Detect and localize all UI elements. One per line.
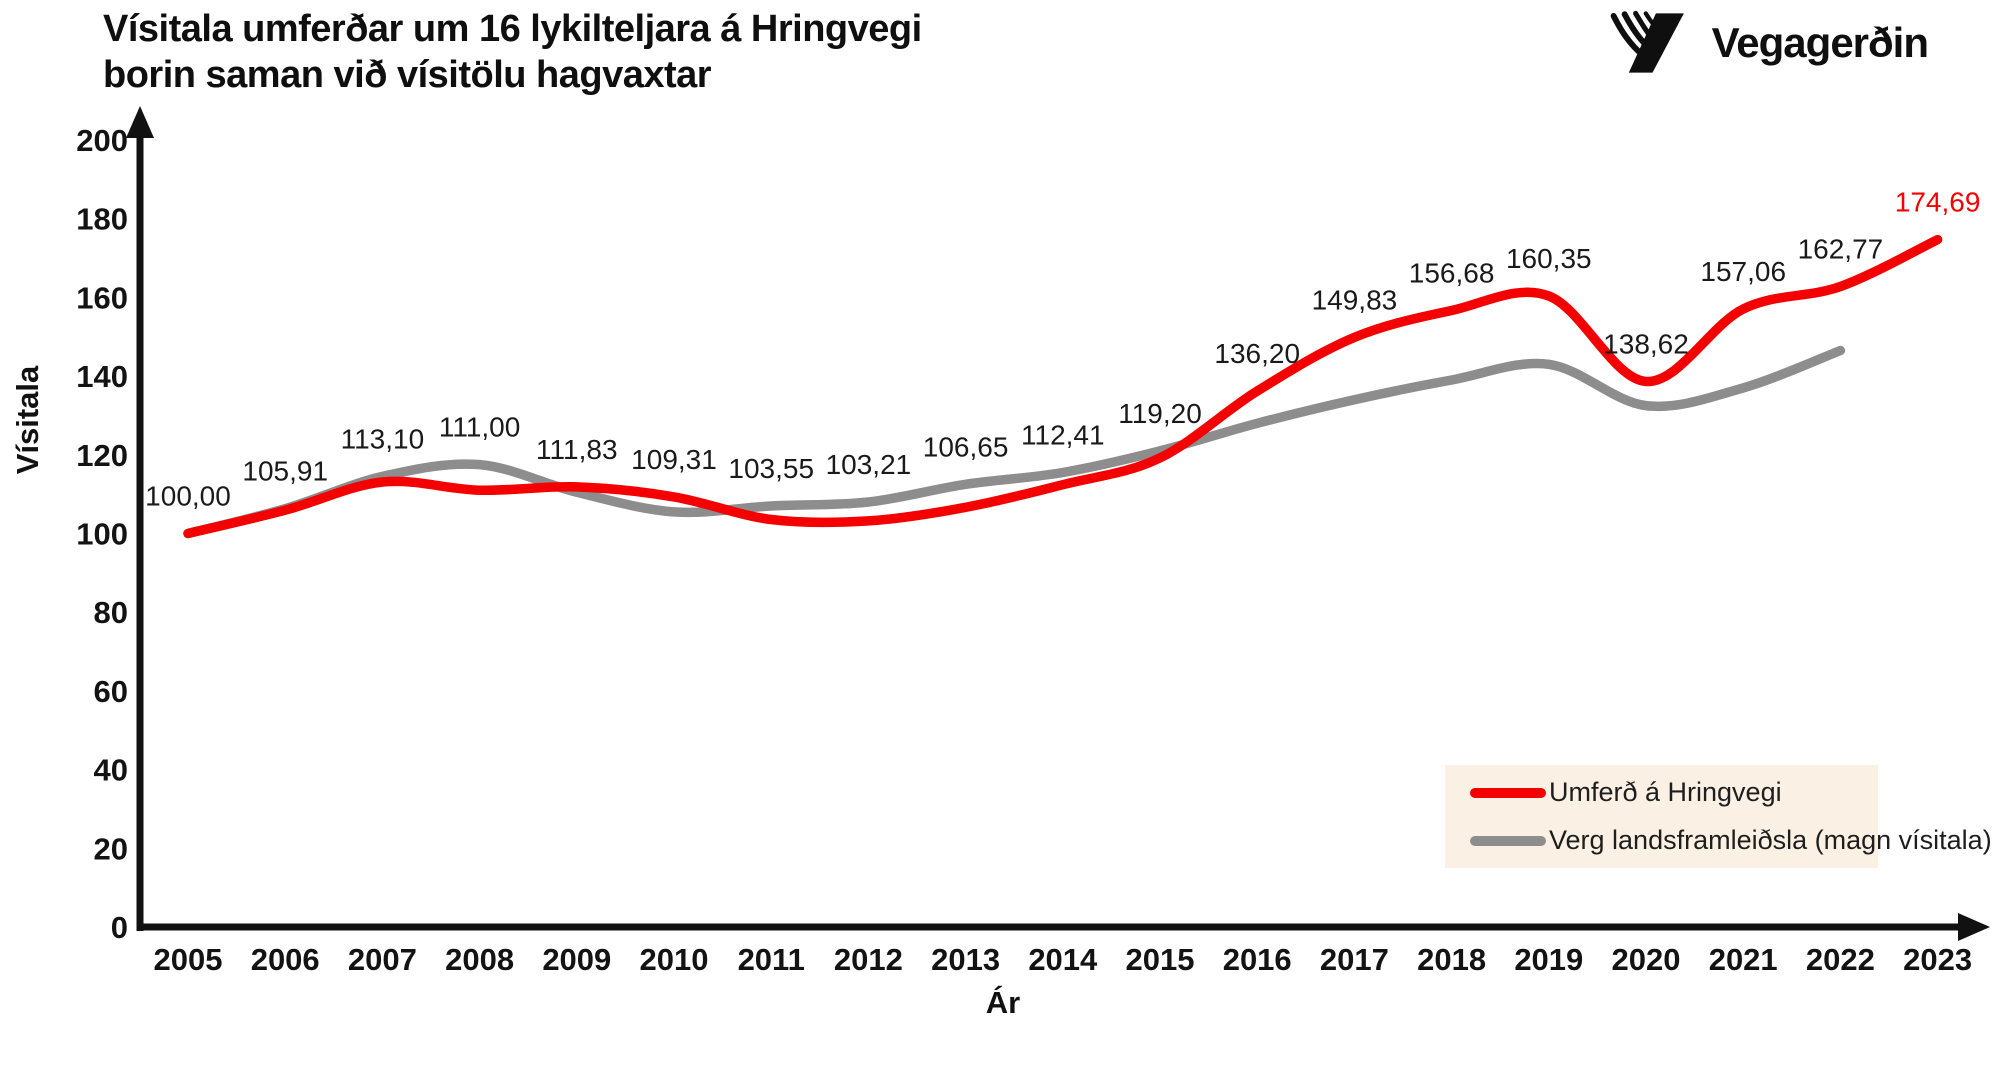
point-label: 103,21 [826, 449, 912, 480]
point-label: 162,77 [1798, 234, 1884, 265]
legend-label-vlf: Verg landsframleiðsla (magn vísitala) [1549, 825, 1992, 855]
y-tick-label: 140 [76, 359, 128, 394]
vegagerdin-logo: Vegagerðin [1604, 10, 1929, 76]
x-tick-label: 2007 [348, 942, 417, 977]
point-label: 105,91 [242, 456, 328, 487]
point-label: 160,35 [1506, 243, 1592, 274]
point-label: 113,10 [341, 423, 425, 454]
y-tick-label: 40 [94, 753, 128, 788]
y-tick-label: 60 [94, 674, 128, 709]
y-tick-label: 160 [76, 280, 128, 315]
x-tick-label: 2018 [1417, 942, 1486, 977]
point-label: 109,31 [631, 444, 717, 475]
y-tick-label: 20 [94, 831, 128, 866]
x-tick-label: 2012 [834, 942, 903, 977]
series-line-umferd [183, 234, 1943, 539]
point-label: 106,65 [923, 431, 1009, 462]
y-tick-label: 180 [76, 202, 128, 237]
series-line-vlf [183, 345, 1846, 539]
x-tick-label: 2020 [1612, 942, 1681, 977]
point-label: 149,83 [1312, 284, 1398, 315]
y-axis-arrow [126, 106, 154, 138]
x-tick-label: 2022 [1806, 942, 1875, 977]
x-tick-label: 2023 [1903, 942, 1972, 977]
legend-item-vlf: Verg landsframleiðsla (magn vísitala) [1470, 825, 1992, 856]
chart-title: Vísitala umferðar um 16 lykilteljara á H… [103, 6, 922, 98]
x-tick-label: 2021 [1709, 942, 1778, 977]
x-tick-label: 2016 [1223, 942, 1292, 977]
x-axis-title: Ár [985, 985, 1021, 1020]
x-tick-label: 2019 [1514, 942, 1583, 977]
y-axis-title: Vísitala [10, 365, 45, 475]
x-tick-label: 2010 [640, 942, 709, 977]
y-tick-label: 100 [76, 517, 128, 552]
x-axis-arrow [1958, 913, 1990, 941]
x-tick-label: 2013 [931, 942, 1000, 977]
point-label: 138,62 [1603, 329, 1689, 360]
chart-title-line1: Vísitala umferðar um 16 lykilteljara á H… [103, 8, 922, 50]
point-label: 157,06 [1700, 256, 1786, 287]
vegagerdin-logo-text: Vegagerðin [1711, 19, 1929, 66]
legend-swatch-red-line [1470, 787, 1546, 798]
legend-label-umferd: Umferð á Hringvegi [1549, 777, 1782, 807]
point-label: 156,68 [1409, 257, 1495, 288]
point-label: 103,55 [728, 453, 814, 484]
point-label: 111,83 [536, 434, 617, 465]
x-tick-label: 2015 [1126, 942, 1195, 977]
chart-title-line2: borin saman við vísitölu hagvaxtar [103, 54, 712, 96]
chart-legend: Umferð á Hringvegi Verg landsframleiðsla… [1445, 765, 1992, 868]
vegagerdin-logo-icon [1610, 10, 1684, 73]
x-tick-label: 2008 [445, 942, 514, 977]
point-label: 136,20 [1214, 338, 1300, 369]
y-tick-label: 80 [94, 595, 128, 630]
x-tick-label: 2017 [1320, 942, 1389, 977]
x-tick-label: 2014 [1028, 942, 1098, 977]
point-label: 112,41 [1021, 420, 1105, 451]
y-tick-label: 120 [76, 438, 128, 473]
legend-item-umferd: Umferð á Hringvegi [1470, 777, 1878, 808]
point-label: 100,00 [145, 481, 231, 512]
point-label: 174,69 [1895, 187, 1981, 218]
legend-swatch-gray-line [1470, 835, 1546, 846]
x-tick-label: 2009 [542, 942, 611, 977]
point-label: 119,20 [1118, 398, 1202, 429]
y-tick-label: 200 [76, 123, 128, 158]
y-tick-label: 0 [111, 910, 128, 945]
x-tick-label: 2011 [738, 942, 805, 977]
x-tick-label: 2006 [251, 942, 320, 977]
point-label: 111,00 [439, 412, 520, 443]
x-tick-label: 2005 [154, 942, 223, 977]
